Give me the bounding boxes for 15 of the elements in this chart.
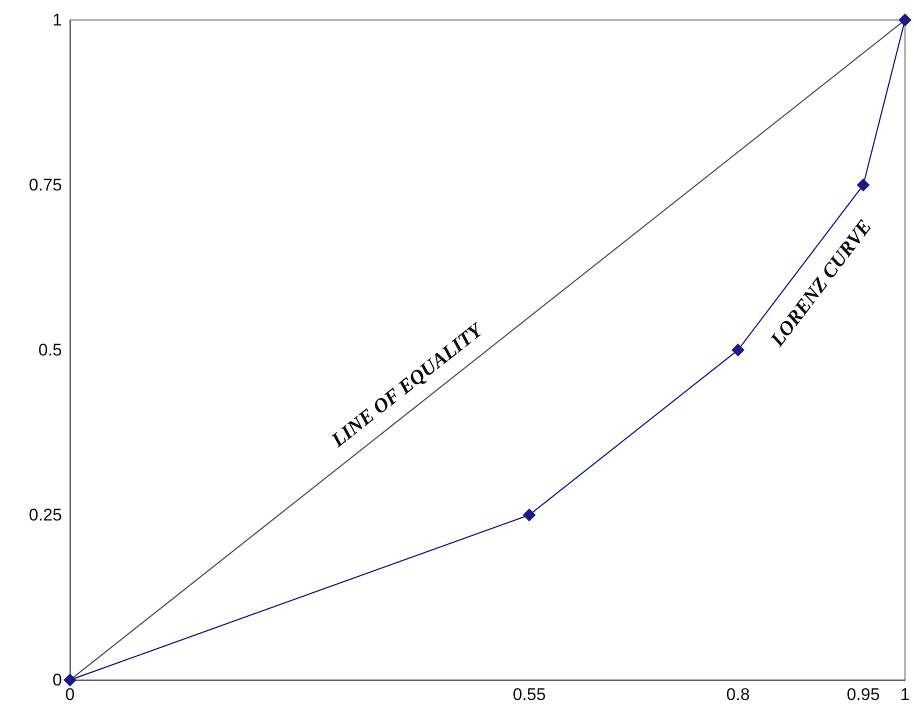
- point: [732, 344, 744, 356]
- y-tick-label: 0.5: [38, 340, 62, 360]
- x-tick-label: 0.95: [846, 685, 880, 704]
- x-tick-label: 0.55: [512, 685, 546, 704]
- y-tick-label: 0: [52, 670, 62, 690]
- x-tick-label: 0: [65, 685, 75, 704]
- point: [64, 674, 76, 686]
- y-tick-label: 0.75: [28, 176, 62, 194]
- x-tick-label: 1: [900, 685, 910, 704]
- point: [856, 178, 870, 192]
- y-tick-label: 0.25: [28, 506, 62, 524]
- y-tick-label: 1: [52, 10, 62, 30]
- x-tick-label: 0.8: [726, 685, 750, 704]
- point: [522, 508, 536, 522]
- point: [898, 14, 912, 26]
